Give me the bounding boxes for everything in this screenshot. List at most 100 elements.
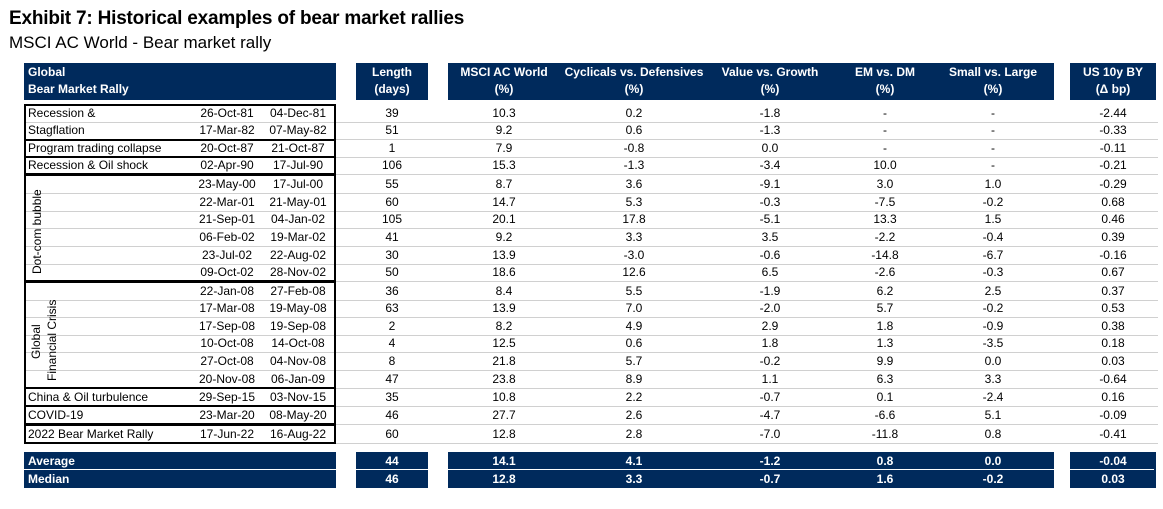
summary-len: 44 (385, 454, 399, 468)
cell-val: -3.4 (759, 158, 781, 172)
cell-sml: -0.2 (982, 195, 1004, 209)
cell-us: -2.44 (1099, 106, 1127, 120)
cell-msci: 12.5 (492, 336, 516, 350)
cell-label: Stagflation (28, 123, 85, 137)
cell-em: 6.2 (876, 284, 894, 298)
cell-val: 2.9 (761, 319, 779, 333)
cell-end: 22-Aug-02 (269, 248, 327, 262)
cell-len: 60 (385, 427, 399, 441)
cell-end: 04-Dec-81 (269, 106, 327, 120)
cell-us: -0.16 (1099, 248, 1127, 262)
cell-end: 04-Jan-02 (270, 212, 326, 226)
cell-end: 28-Nov-02 (269, 265, 327, 279)
cell-len: 2 (388, 319, 396, 333)
group-label-gfc-line2: Financial Crisis (45, 299, 59, 381)
cell-em: 3.0 (876, 177, 894, 191)
cell-us: -0.41 (1099, 427, 1127, 441)
header-length: Length (372, 65, 412, 79)
cell-start: 23-May-00 (198, 177, 256, 191)
summary-cyc: 3.3 (625, 472, 643, 486)
cell-label: Recession & (28, 106, 96, 120)
cell-end: 06-Jan-09 (270, 372, 326, 386)
cell-cyc: 3.6 (625, 177, 643, 191)
cell-val: -5.1 (759, 212, 781, 226)
cell-label: COVID-19 (28, 408, 84, 422)
cell-sml: -6.7 (982, 248, 1004, 262)
row-separator (24, 193, 1158, 194)
cell-start: 09-Oct-02 (200, 265, 254, 279)
header-em: EM vs. DM (854, 65, 915, 79)
cell-start: 23-Mar-20 (199, 408, 255, 422)
header-us10y: US 10y BY (1082, 65, 1144, 79)
row-separator (24, 122, 1158, 123)
cell-sml: 1.5 (984, 212, 1002, 226)
header-length-block: Length (days) (356, 63, 428, 100)
cell-val: -4.7 (759, 408, 781, 422)
summary-us: 0.03 (1101, 472, 1125, 486)
cell-us: 0.46 (1101, 212, 1125, 226)
header-us10y-block: US 10y BY (Δ bp) (1070, 63, 1156, 100)
cell-us: 0.39 (1101, 230, 1125, 244)
cell-us: -0.29 (1099, 177, 1127, 191)
row-separator (24, 388, 1158, 389)
header-label-block: Global Bear Market Rally (24, 63, 336, 100)
cell-end: 19-May-08 (269, 301, 327, 315)
cell-len: 105 (381, 212, 403, 226)
cell-label: Recession & Oil shock (28, 158, 149, 172)
cell-start: 06-Feb-02 (199, 230, 255, 244)
cell-start: 10-Oct-08 (200, 336, 254, 350)
cell-msci: 15.3 (492, 158, 516, 172)
cell-msci: 8.4 (495, 284, 513, 298)
cell-end: 08-May-20 (269, 408, 327, 422)
cell-start: 20-Nov-08 (198, 372, 256, 386)
summary-msci: 12.8 (492, 472, 516, 486)
header-cyclicals-unit: (%) (624, 82, 644, 96)
cell-msci: 23.8 (492, 372, 516, 386)
row-separator (24, 157, 1158, 158)
row-separator (24, 174, 1158, 175)
cell-len: 46 (385, 408, 399, 422)
cell-end: 17-Jul-00 (272, 177, 324, 191)
cell-val: -7.0 (759, 427, 781, 441)
cell-label: Program trading collapse (28, 141, 162, 155)
summary-val: -0.7 (759, 472, 781, 486)
cell-cyc: -0.8 (623, 141, 645, 155)
cell-len: 8 (388, 354, 396, 368)
cell-us: -0.09 (1099, 408, 1127, 422)
group-label-dotcom: Dot-com bubble (30, 189, 44, 274)
header-msci-unit: (%) (494, 82, 514, 96)
cell-len: 1 (388, 141, 396, 155)
cell-msci: 14.7 (492, 195, 516, 209)
cell-end: 27-Feb-08 (270, 284, 326, 298)
summary-em: 0.8 (876, 454, 894, 468)
cell-cyc: 0.6 (625, 336, 643, 350)
cell-start: 20-Oct-87 (200, 141, 254, 155)
cell-val: -0.2 (759, 354, 781, 368)
cell-sml: 0.0 (984, 354, 1002, 368)
cell-start: 17-Mar-82 (199, 123, 255, 137)
cell-start: 29-Sep-15 (198, 390, 256, 404)
footer-label-block (24, 452, 336, 488)
group-box-stagflation (24, 104, 336, 141)
cell-em: 13.3 (873, 212, 897, 226)
cell-sml: -0.4 (982, 230, 1004, 244)
summary-val: -1.2 (759, 454, 781, 468)
cell-em: -11.8 (871, 427, 899, 441)
cell-cyc: 2.6 (625, 408, 643, 422)
cell-start: 02-Apr-90 (200, 158, 254, 172)
summary-len: 46 (385, 472, 399, 486)
cell-sml: 0.8 (984, 427, 1002, 441)
cell-us: 0.38 (1101, 319, 1125, 333)
cell-end: 19-Mar-02 (270, 230, 326, 244)
cell-sml: -0.3 (982, 265, 1004, 279)
group-box-dotcom (24, 174, 336, 282)
summary-us: -0.04 (1099, 454, 1127, 468)
group-box-china-oil (24, 387, 336, 407)
cell-val: -1.9 (759, 284, 781, 298)
cell-sml: -2.4 (982, 390, 1004, 404)
cell-len: 36 (385, 284, 399, 298)
cell-em: -2.2 (874, 230, 896, 244)
footer-metrics-block (448, 452, 1054, 488)
cell-len: 47 (385, 372, 399, 386)
cell-em: 6.3 (876, 372, 894, 386)
